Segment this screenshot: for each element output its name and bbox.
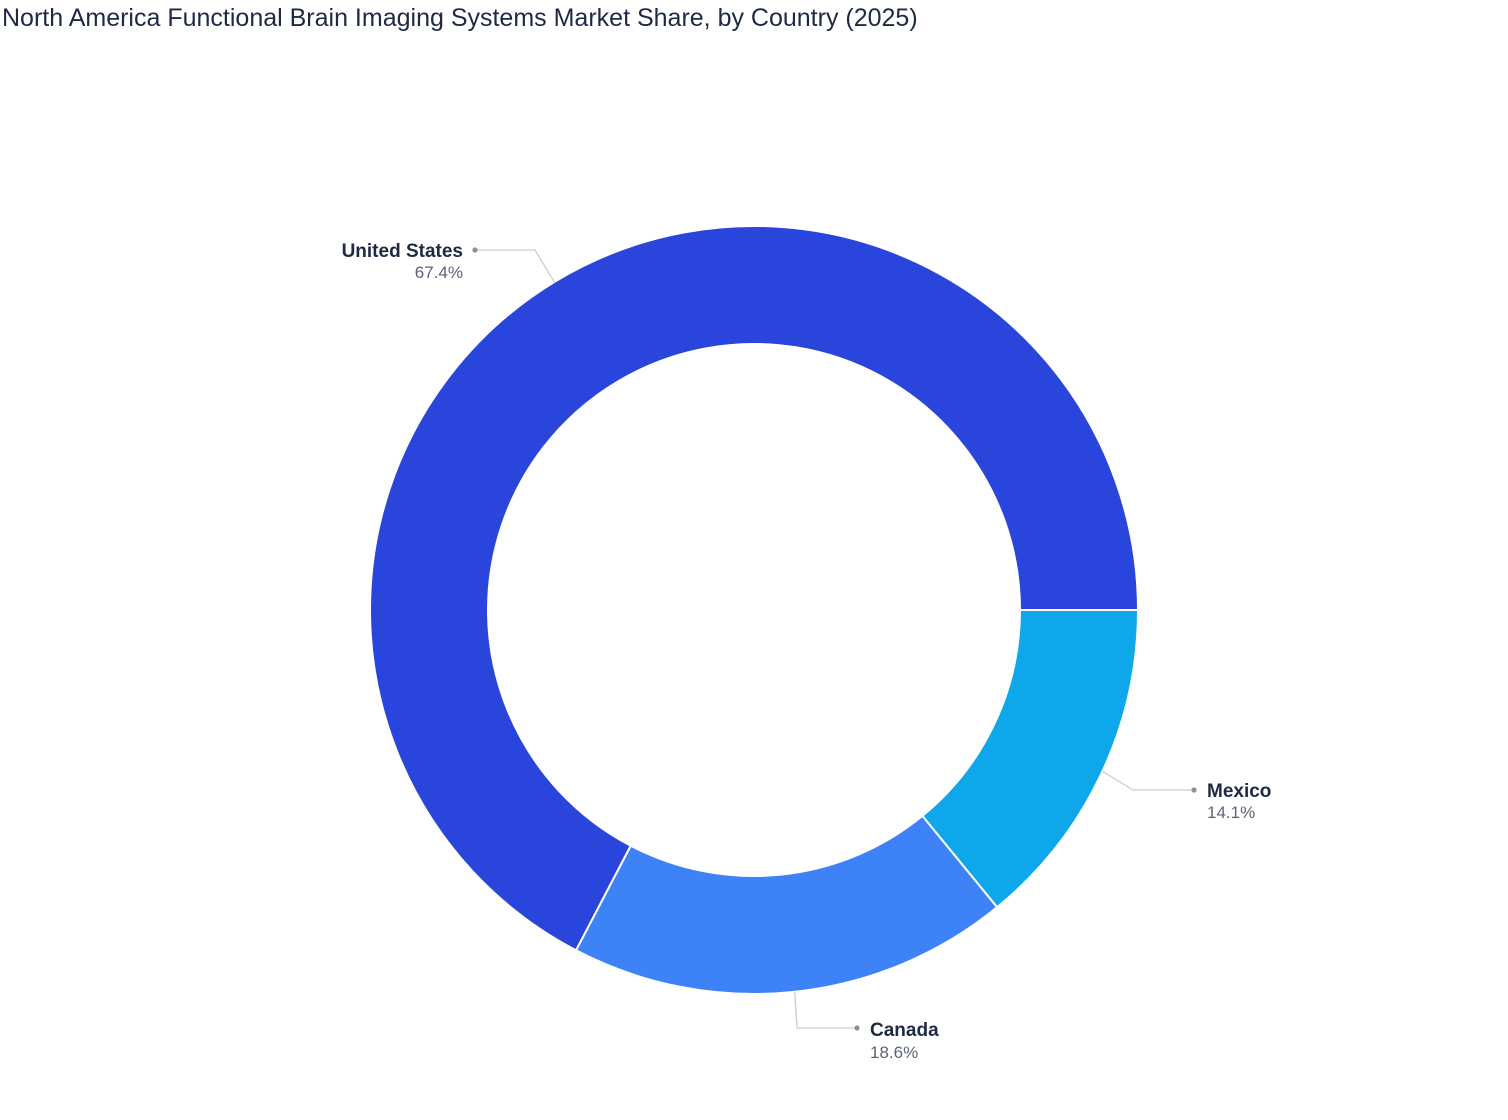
label-value-united-states: 67.4% bbox=[415, 263, 463, 282]
slice-canada bbox=[574, 814, 999, 995]
leader-line-mexico bbox=[1102, 770, 1194, 791]
label-name-mexico: Mexico bbox=[1207, 781, 1271, 802]
label-value-canada: 18.6% bbox=[870, 1043, 918, 1062]
leader-dot-canada bbox=[854, 1025, 860, 1031]
label-name-united-states: United States bbox=[342, 241, 463, 262]
leader-line-united-states bbox=[475, 249, 555, 283]
label-name-canada: Canada bbox=[870, 1020, 939, 1041]
leader-dot-mexico bbox=[1191, 787, 1197, 793]
slice-mexico bbox=[921, 609, 1140, 909]
label-value-mexico: 14.1% bbox=[1207, 803, 1255, 822]
chart-title: North America Functional Brain Imaging S… bbox=[2, 4, 918, 32]
donut-slices bbox=[369, 225, 1140, 995]
leader-line-canada bbox=[794, 991, 857, 1029]
slice-united-states bbox=[369, 225, 1140, 952]
leader-dot-united-states bbox=[472, 247, 478, 253]
